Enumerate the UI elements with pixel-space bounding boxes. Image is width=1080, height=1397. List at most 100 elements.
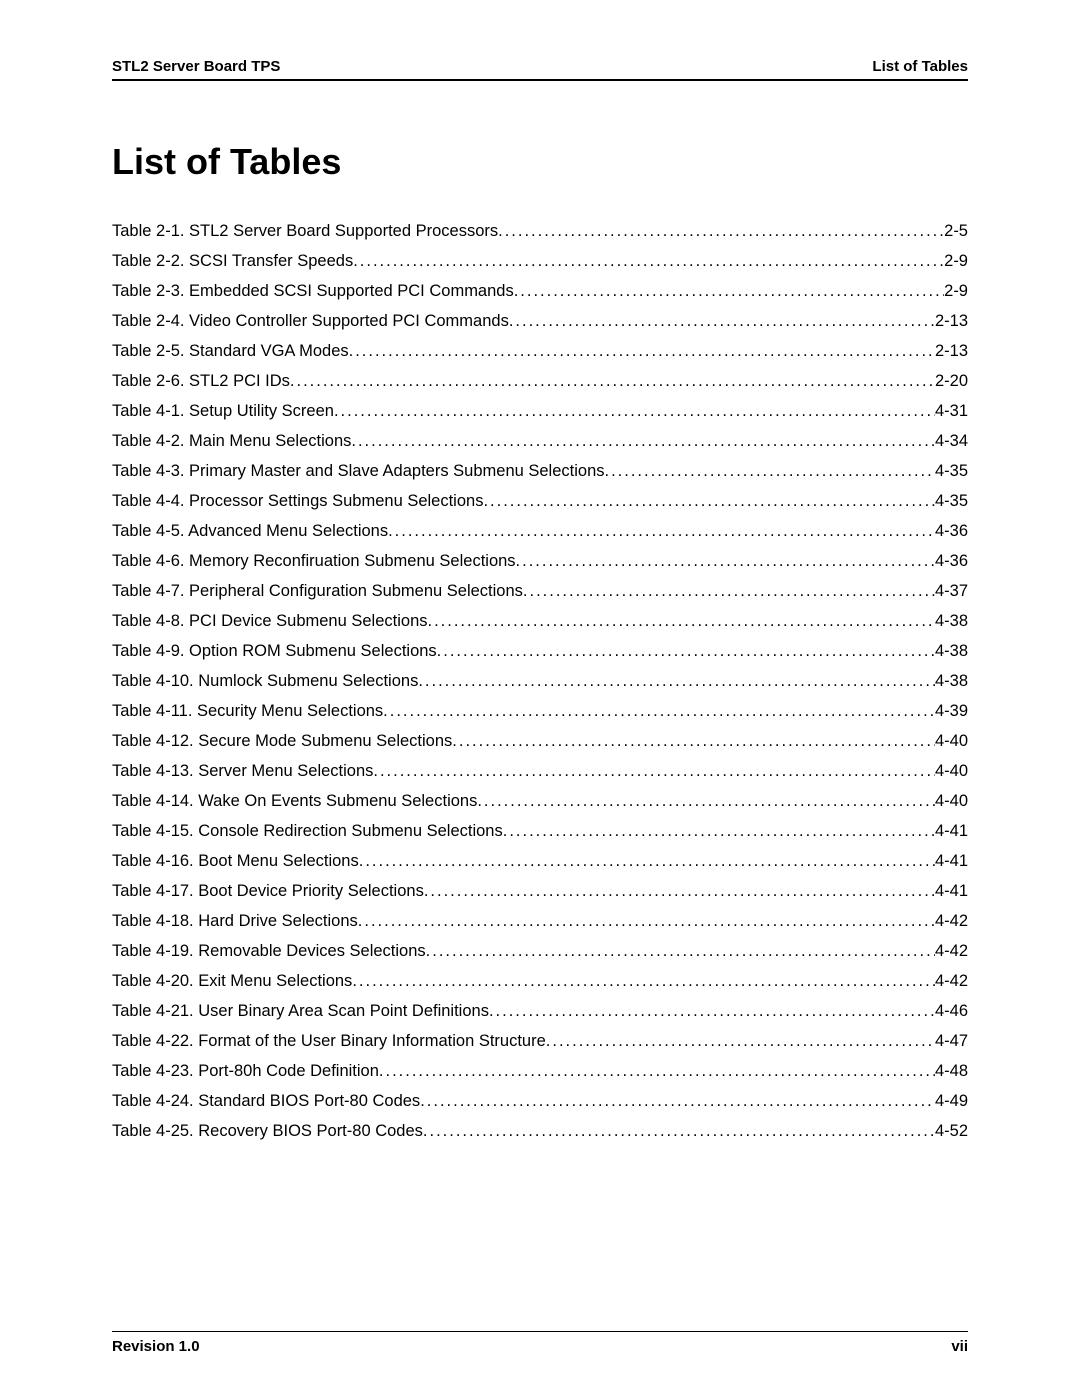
toc-entry: Table 4-8. PCI Device Submenu Selections… bbox=[112, 613, 968, 630]
toc-entry-leader bbox=[418, 673, 935, 690]
toc-entry: Table 4-9. Option ROM Submenu Selections… bbox=[112, 643, 968, 660]
toc-entry: Table 2-5. Standard VGA Modes 2-13 bbox=[112, 343, 968, 360]
toc-entry-label: Table 4-13. Server Menu Selections bbox=[112, 763, 373, 780]
table-of-contents: Table 2-1. STL2 Server Board Supported P… bbox=[112, 223, 968, 1140]
toc-entry: Table 4-12. Secure Mode Submenu Selectio… bbox=[112, 733, 968, 750]
toc-entry-leader bbox=[353, 253, 944, 270]
toc-entry-label: Table 4-3. Primary Master and Slave Adap… bbox=[112, 463, 605, 480]
toc-entry: Table 4-21. User Binary Area Scan Point … bbox=[112, 1003, 968, 1020]
toc-entry-page: 4-35 bbox=[935, 463, 968, 480]
toc-entry-leader bbox=[334, 403, 935, 420]
toc-entry-page: 4-36 bbox=[935, 523, 968, 540]
toc-entry: Table 4-19. Removable Devices Selections… bbox=[112, 943, 968, 960]
toc-entry-leader bbox=[351, 433, 935, 450]
toc-entry-page: 4-52 bbox=[935, 1123, 968, 1140]
toc-entry-page: 2-9 bbox=[944, 283, 968, 300]
toc-entry-label: Table 4-5. Advanced Menu Selections bbox=[112, 523, 388, 540]
toc-entry-label: Table 2-5. Standard VGA Modes bbox=[112, 343, 349, 360]
toc-entry-page: 4-42 bbox=[935, 913, 968, 930]
toc-entry-leader bbox=[379, 1063, 935, 1080]
toc-entry: Table 4-25. Recovery BIOS Port-80 Codes … bbox=[112, 1123, 968, 1140]
toc-entry-label: Table 4-7. Peripheral Configuration Subm… bbox=[112, 583, 523, 600]
toc-entry-page: 2-5 bbox=[944, 223, 968, 240]
toc-entry-page: 4-42 bbox=[935, 973, 968, 990]
toc-entry-label: Table 2-4. Video Controller Supported PC… bbox=[112, 313, 509, 330]
toc-entry-leader bbox=[424, 883, 935, 900]
toc-entry-label: Table 4-25. Recovery BIOS Port-80 Codes bbox=[112, 1123, 423, 1140]
toc-entry-page: 4-38 bbox=[935, 673, 968, 690]
toc-entry-leader bbox=[483, 493, 935, 510]
page-header: STL2 Server Board TPS List of Tables bbox=[112, 58, 968, 81]
toc-entry-leader bbox=[437, 643, 935, 660]
toc-entry: Table 4-13. Server Menu Selections 4-40 bbox=[112, 763, 968, 780]
toc-entry: Table 4-2. Main Menu Selections 4-34 bbox=[112, 433, 968, 450]
footer-right: vii bbox=[951, 1338, 968, 1355]
toc-entry-label: Table 4-2. Main Menu Selections bbox=[112, 433, 351, 450]
toc-entry-page: 4-38 bbox=[935, 643, 968, 660]
toc-entry: Table 4-10. Numlock Submenu Selections 4… bbox=[112, 673, 968, 690]
toc-entry: Table 2-6. STL2 PCI IDs 2-20 bbox=[112, 373, 968, 390]
toc-entry: Table 2-1. STL2 Server Board Supported P… bbox=[112, 223, 968, 240]
toc-entry-leader bbox=[514, 283, 944, 300]
toc-entry-page: 4-40 bbox=[935, 763, 968, 780]
toc-entry-leader bbox=[359, 853, 935, 870]
toc-entry-leader bbox=[423, 1123, 935, 1140]
toc-entry-label: Table 4-22. Format of the User Binary In… bbox=[112, 1033, 546, 1050]
toc-entry-label: Table 4-15. Console Redirection Submenu … bbox=[112, 823, 503, 840]
toc-entry-label: Table 4-20. Exit Menu Selections bbox=[112, 973, 352, 990]
toc-entry-label: Table 4-12. Secure Mode Submenu Selectio… bbox=[112, 733, 452, 750]
toc-entry-leader bbox=[352, 973, 935, 990]
toc-entry-leader bbox=[489, 1003, 935, 1020]
toc-entry-page: 4-41 bbox=[935, 823, 968, 840]
toc-entry-page: 4-31 bbox=[935, 403, 968, 420]
header-right: List of Tables bbox=[872, 58, 968, 75]
toc-entry-page: 4-41 bbox=[935, 883, 968, 900]
toc-entry: Table 4-18. Hard Drive Selections 4-42 bbox=[112, 913, 968, 930]
toc-entry-leader bbox=[452, 733, 935, 750]
toc-entry: Table 2-2. SCSI Transfer Speeds 2-9 bbox=[112, 253, 968, 270]
toc-entry-page: 2-20 bbox=[935, 373, 968, 390]
toc-entry-leader bbox=[516, 553, 935, 570]
toc-entry: Table 4-22. Format of the User Binary In… bbox=[112, 1033, 968, 1050]
toc-entry-page: 4-48 bbox=[935, 1063, 968, 1080]
toc-entry: Table 4-11. Security Menu Selections 4-3… bbox=[112, 703, 968, 720]
toc-entry: Table 4-24. Standard BIOS Port-80 Codes … bbox=[112, 1093, 968, 1110]
toc-entry-label: Table 4-9. Option ROM Submenu Selections bbox=[112, 643, 437, 660]
footer-left: Revision 1.0 bbox=[112, 1338, 200, 1355]
toc-entry-label: Table 4-1. Setup Utility Screen bbox=[112, 403, 334, 420]
toc-entry-leader bbox=[383, 703, 935, 720]
toc-entry-page: 2-13 bbox=[935, 313, 968, 330]
toc-entry: Table 4-1. Setup Utility Screen 4-31 bbox=[112, 403, 968, 420]
toc-entry-leader bbox=[373, 763, 935, 780]
toc-entry-label: Table 4-14. Wake On Events Submenu Selec… bbox=[112, 793, 477, 810]
toc-entry: Table 4-23. Port-80h Code Definition 4-4… bbox=[112, 1063, 968, 1080]
toc-entry-label: Table 2-2. SCSI Transfer Speeds bbox=[112, 253, 353, 270]
toc-entry-page: 2-13 bbox=[935, 343, 968, 360]
toc-entry-leader bbox=[498, 223, 944, 240]
toc-entry: Table 4-7. Peripheral Configuration Subm… bbox=[112, 583, 968, 600]
toc-entry-page: 4-42 bbox=[935, 943, 968, 960]
toc-entry: Table 4-14. Wake On Events Submenu Selec… bbox=[112, 793, 968, 810]
toc-entry-label: Table 4-4. Processor Settings Submenu Se… bbox=[112, 493, 483, 510]
page-footer: Revision 1.0 vii bbox=[112, 1331, 968, 1355]
toc-entry-label: Table 4-23. Port-80h Code Definition bbox=[112, 1063, 379, 1080]
toc-entry-page: 4-40 bbox=[935, 733, 968, 750]
toc-entry: Table 4-20. Exit Menu Selections 4-42 bbox=[112, 973, 968, 990]
toc-entry-leader bbox=[509, 313, 935, 330]
toc-entry-label: Table 4-16. Boot Menu Selections bbox=[112, 853, 359, 870]
toc-entry: Table 4-3. Primary Master and Slave Adap… bbox=[112, 463, 968, 480]
toc-entry-page: 4-47 bbox=[935, 1033, 968, 1050]
toc-entry-leader bbox=[605, 463, 935, 480]
toc-entry-label: Table 2-6. STL2 PCI IDs bbox=[112, 373, 290, 390]
toc-entry-page: 4-49 bbox=[935, 1093, 968, 1110]
toc-entry: Table 4-17. Boot Device Priority Selecti… bbox=[112, 883, 968, 900]
toc-entry-page: 4-41 bbox=[935, 853, 968, 870]
toc-entry-leader bbox=[420, 1093, 935, 1110]
toc-entry-label: Table 2-3. Embedded SCSI Supported PCI C… bbox=[112, 283, 514, 300]
page-title: List of Tables bbox=[112, 141, 968, 183]
toc-entry: Table 4-15. Console Redirection Submenu … bbox=[112, 823, 968, 840]
toc-entry-label: Table 4-18. Hard Drive Selections bbox=[112, 913, 358, 930]
toc-entry: Table 2-3. Embedded SCSI Supported PCI C… bbox=[112, 283, 968, 300]
toc-entry-label: Table 4-10. Numlock Submenu Selections bbox=[112, 673, 418, 690]
toc-entry-label: Table 4-6. Memory Reconfiruation Submenu… bbox=[112, 553, 516, 570]
